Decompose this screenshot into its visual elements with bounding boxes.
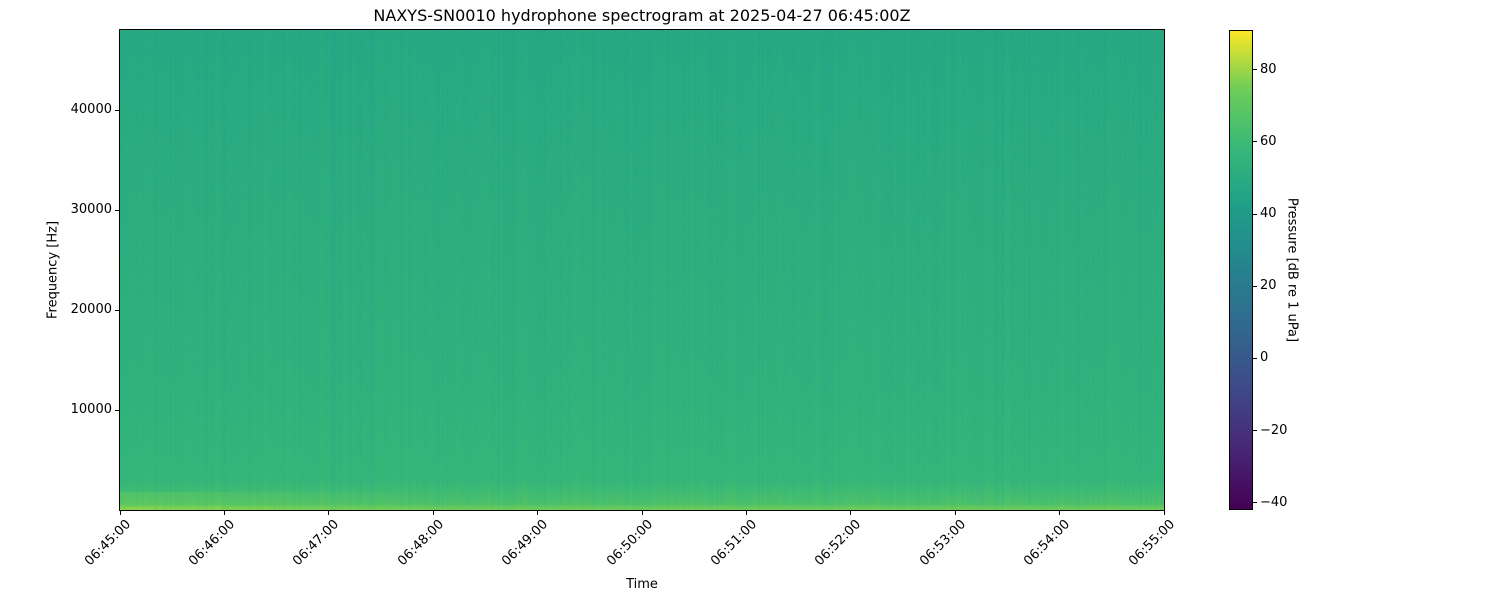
x-tick-label: 06:47:00 [290,517,343,569]
y-tick-label: 20000 [70,302,112,317]
chart-title: NAXYS-SN0010 hydrophone spectrogram at 2… [373,6,911,25]
x-tick-mark [1163,510,1165,515]
colorbar-tick-mark [1253,69,1257,71]
x-tick-mark [954,510,956,515]
colorbar-tick-mark [1253,141,1257,143]
x-tick-label: 06:48:00 [394,517,447,569]
colorbar-tick-mark [1253,213,1257,215]
spectrogram-plot-area [120,30,1164,510]
colorbar-tick-mark [1253,285,1257,287]
colorbar-tick-mark [1253,430,1257,432]
y-tick-mark [115,409,120,411]
y-axis-label: Frequency [Hz] [45,220,61,320]
y-tick-label: 10000 [70,402,112,417]
x-tick-mark [328,510,330,515]
y-tick-mark [115,309,120,311]
x-tick-label: 06:50:00 [603,517,656,569]
x-tick-label: 06:52:00 [812,517,865,569]
x-tick-label: 06:54:00 [1021,517,1074,569]
x-tick-mark [119,510,121,515]
x-tick-label: 06:49:00 [499,517,552,569]
colorbar-tick-mark [1253,357,1257,359]
x-tick-label: 06:53:00 [916,517,969,569]
x-tick-mark [223,510,225,515]
colorbar-tick-label: −20 [1260,422,1288,438]
x-tick-mark [641,510,643,515]
colorbar-tick-label: 60 [1260,133,1277,149]
colorbar-tick-mark [1253,502,1257,504]
x-tick-label: 06:55:00 [1125,517,1178,569]
plot-frame [119,29,1165,511]
x-tick-mark [745,510,747,515]
x-tick-label: 06:46:00 [186,517,239,569]
x-tick-mark [432,510,434,515]
x-tick-mark [1059,510,1061,515]
y-tick-mark [115,109,120,111]
x-tick-mark [850,510,852,515]
y-tick-label: 30000 [70,202,112,217]
x-tick-mark [537,510,539,515]
spectrogram-heatmap [120,30,1164,510]
colorbar-tick-label: 40 [1260,206,1277,222]
x-tick-label: 06:45:00 [81,517,134,569]
y-tick-label: 40000 [70,102,112,117]
colorbar-tick-label: 20 [1260,278,1277,294]
colorbar-label: Pressure [dB re 1 uPa] [1284,197,1300,343]
x-tick-label: 06:51:00 [708,517,761,569]
colorbar [1229,30,1253,510]
colorbar-tick-label: 0 [1260,350,1269,366]
colorbar-tick-label: 80 [1260,61,1277,77]
x-axis-label: Time [626,577,658,592]
y-tick-mark [115,209,120,211]
colorbar-tick-label: −40 [1260,494,1288,510]
